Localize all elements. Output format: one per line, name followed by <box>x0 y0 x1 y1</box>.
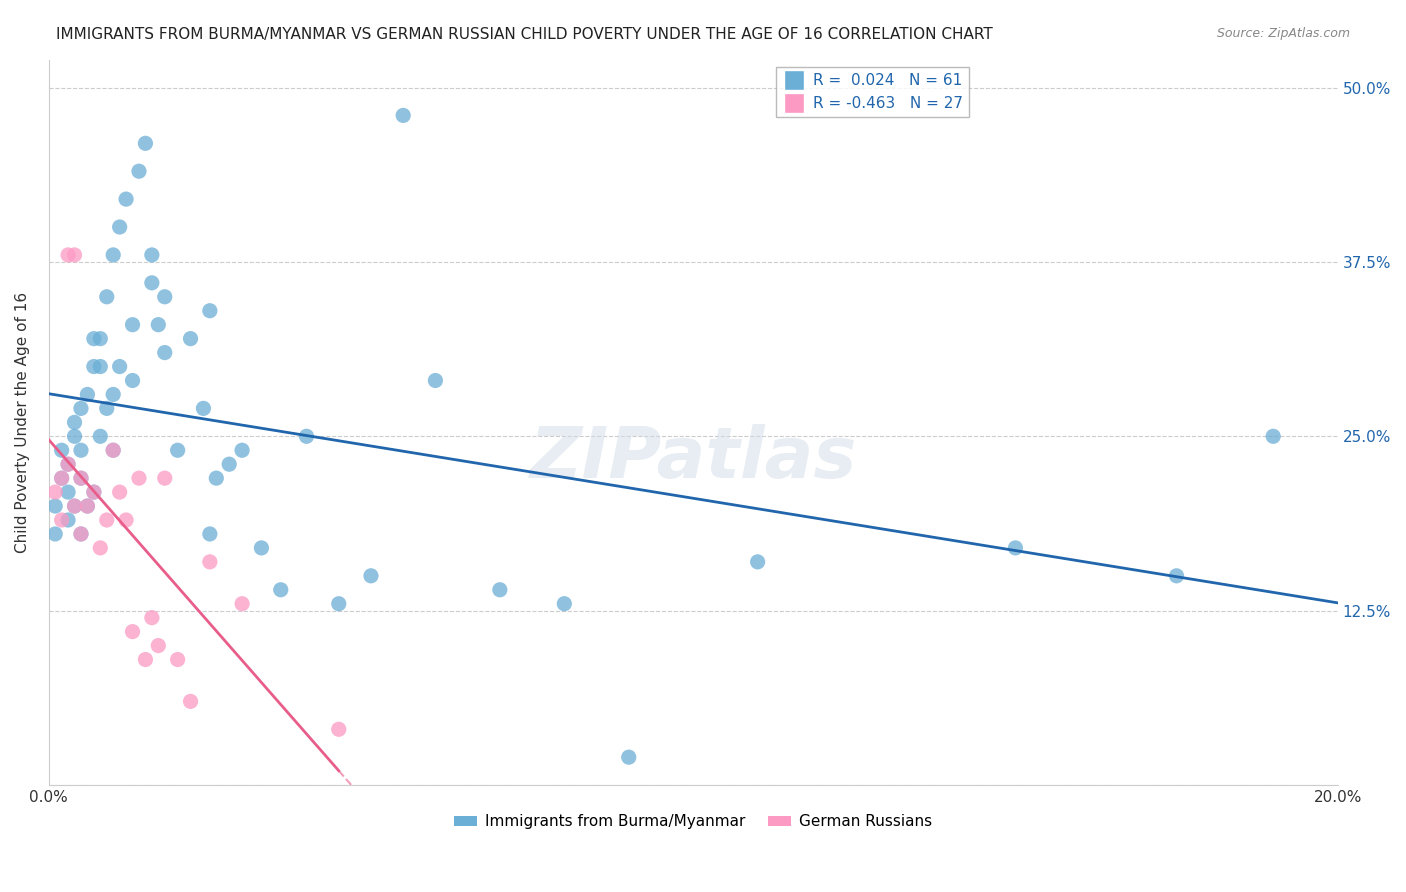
Immigrants from Burma/Myanmar <box>198 527 221 541</box>
German Russians <box>103 443 125 458</box>
Immigrants from Burma/Myanmar <box>63 429 86 443</box>
Immigrants from Burma/Myanmar <box>89 332 111 346</box>
German Russians <box>128 471 150 485</box>
Immigrants from Burma/Myanmar <box>747 555 769 569</box>
Immigrants from Burma/Myanmar <box>1004 541 1026 555</box>
Immigrants from Burma/Myanmar <box>108 220 131 235</box>
Immigrants from Burma/Myanmar <box>103 248 125 262</box>
German Russians <box>63 248 86 262</box>
German Russians <box>198 555 221 569</box>
German Russians <box>134 652 156 666</box>
Immigrants from Burma/Myanmar <box>1166 569 1188 583</box>
German Russians <box>51 471 73 485</box>
Immigrants from Burma/Myanmar <box>51 443 73 458</box>
Immigrants from Burma/Myanmar <box>180 332 202 346</box>
German Russians <box>63 499 86 513</box>
German Russians <box>141 610 163 624</box>
Immigrants from Burma/Myanmar <box>166 443 188 458</box>
Immigrants from Burma/Myanmar <box>56 485 79 500</box>
Immigrants from Burma/Myanmar <box>83 359 105 374</box>
Immigrants from Burma/Myanmar <box>231 443 253 458</box>
German Russians <box>108 485 131 500</box>
Immigrants from Burma/Myanmar <box>121 374 143 388</box>
Immigrants from Burma/Myanmar <box>83 485 105 500</box>
Immigrants from Burma/Myanmar <box>70 527 93 541</box>
Immigrants from Burma/Myanmar <box>489 582 512 597</box>
German Russians <box>56 457 79 471</box>
Immigrants from Burma/Myanmar <box>425 374 447 388</box>
German Russians <box>115 513 138 527</box>
Immigrants from Burma/Myanmar <box>128 164 150 178</box>
Immigrants from Burma/Myanmar <box>103 387 125 401</box>
German Russians <box>76 499 98 513</box>
Immigrants from Burma/Myanmar <box>153 345 176 359</box>
German Russians <box>166 652 188 666</box>
Immigrants from Burma/Myanmar <box>153 290 176 304</box>
German Russians <box>231 597 253 611</box>
German Russians <box>180 694 202 708</box>
Immigrants from Burma/Myanmar <box>617 750 640 764</box>
Immigrants from Burma/Myanmar <box>193 401 215 416</box>
Text: Source: ZipAtlas.com: Source: ZipAtlas.com <box>1216 27 1350 40</box>
Immigrants from Burma/Myanmar <box>76 499 98 513</box>
Immigrants from Burma/Myanmar <box>295 429 318 443</box>
Immigrants from Burma/Myanmar <box>134 136 156 151</box>
Immigrants from Burma/Myanmar <box>51 471 73 485</box>
Immigrants from Burma/Myanmar <box>44 499 66 513</box>
Immigrants from Burma/Myanmar <box>141 276 163 290</box>
Immigrants from Burma/Myanmar <box>218 457 240 471</box>
Y-axis label: Child Poverty Under the Age of 16: Child Poverty Under the Age of 16 <box>15 292 30 553</box>
German Russians <box>89 541 111 555</box>
Immigrants from Burma/Myanmar <box>328 597 350 611</box>
Immigrants from Burma/Myanmar <box>270 582 292 597</box>
Legend: Immigrants from Burma/Myanmar, German Russians: Immigrants from Burma/Myanmar, German Ru… <box>449 808 938 836</box>
German Russians <box>51 513 73 527</box>
Immigrants from Burma/Myanmar <box>76 387 98 401</box>
Immigrants from Burma/Myanmar <box>141 248 163 262</box>
Immigrants from Burma/Myanmar <box>148 318 170 332</box>
Immigrants from Burma/Myanmar <box>360 569 382 583</box>
Immigrants from Burma/Myanmar <box>1263 429 1285 443</box>
German Russians <box>83 485 105 500</box>
Immigrants from Burma/Myanmar <box>89 429 111 443</box>
German Russians <box>148 639 170 653</box>
Immigrants from Burma/Myanmar <box>63 415 86 429</box>
Immigrants from Burma/Myanmar <box>70 443 93 458</box>
Immigrants from Burma/Myanmar <box>392 108 415 122</box>
German Russians <box>44 485 66 500</box>
German Russians <box>153 471 176 485</box>
Immigrants from Burma/Myanmar <box>56 513 79 527</box>
Immigrants from Burma/Myanmar <box>121 318 143 332</box>
German Russians <box>96 513 118 527</box>
German Russians <box>328 723 350 737</box>
Immigrants from Burma/Myanmar <box>96 290 118 304</box>
Immigrants from Burma/Myanmar <box>205 471 228 485</box>
Text: ZIPatlas: ZIPatlas <box>530 424 856 493</box>
Immigrants from Burma/Myanmar <box>83 332 105 346</box>
German Russians <box>70 471 93 485</box>
Immigrants from Burma/Myanmar <box>198 303 221 318</box>
Immigrants from Burma/Myanmar <box>63 499 86 513</box>
Immigrants from Burma/Myanmar <box>96 401 118 416</box>
Immigrants from Burma/Myanmar <box>70 401 93 416</box>
German Russians <box>56 248 79 262</box>
German Russians <box>121 624 143 639</box>
Immigrants from Burma/Myanmar <box>108 359 131 374</box>
Immigrants from Burma/Myanmar <box>103 443 125 458</box>
Immigrants from Burma/Myanmar <box>70 471 93 485</box>
German Russians <box>70 527 93 541</box>
Immigrants from Burma/Myanmar <box>44 527 66 541</box>
Immigrants from Burma/Myanmar <box>553 597 575 611</box>
Immigrants from Burma/Myanmar <box>56 457 79 471</box>
Immigrants from Burma/Myanmar <box>89 359 111 374</box>
Immigrants from Burma/Myanmar <box>250 541 273 555</box>
Immigrants from Burma/Myanmar <box>115 192 138 206</box>
Text: IMMIGRANTS FROM BURMA/MYANMAR VS GERMAN RUSSIAN CHILD POVERTY UNDER THE AGE OF 1: IMMIGRANTS FROM BURMA/MYANMAR VS GERMAN … <box>56 27 993 42</box>
